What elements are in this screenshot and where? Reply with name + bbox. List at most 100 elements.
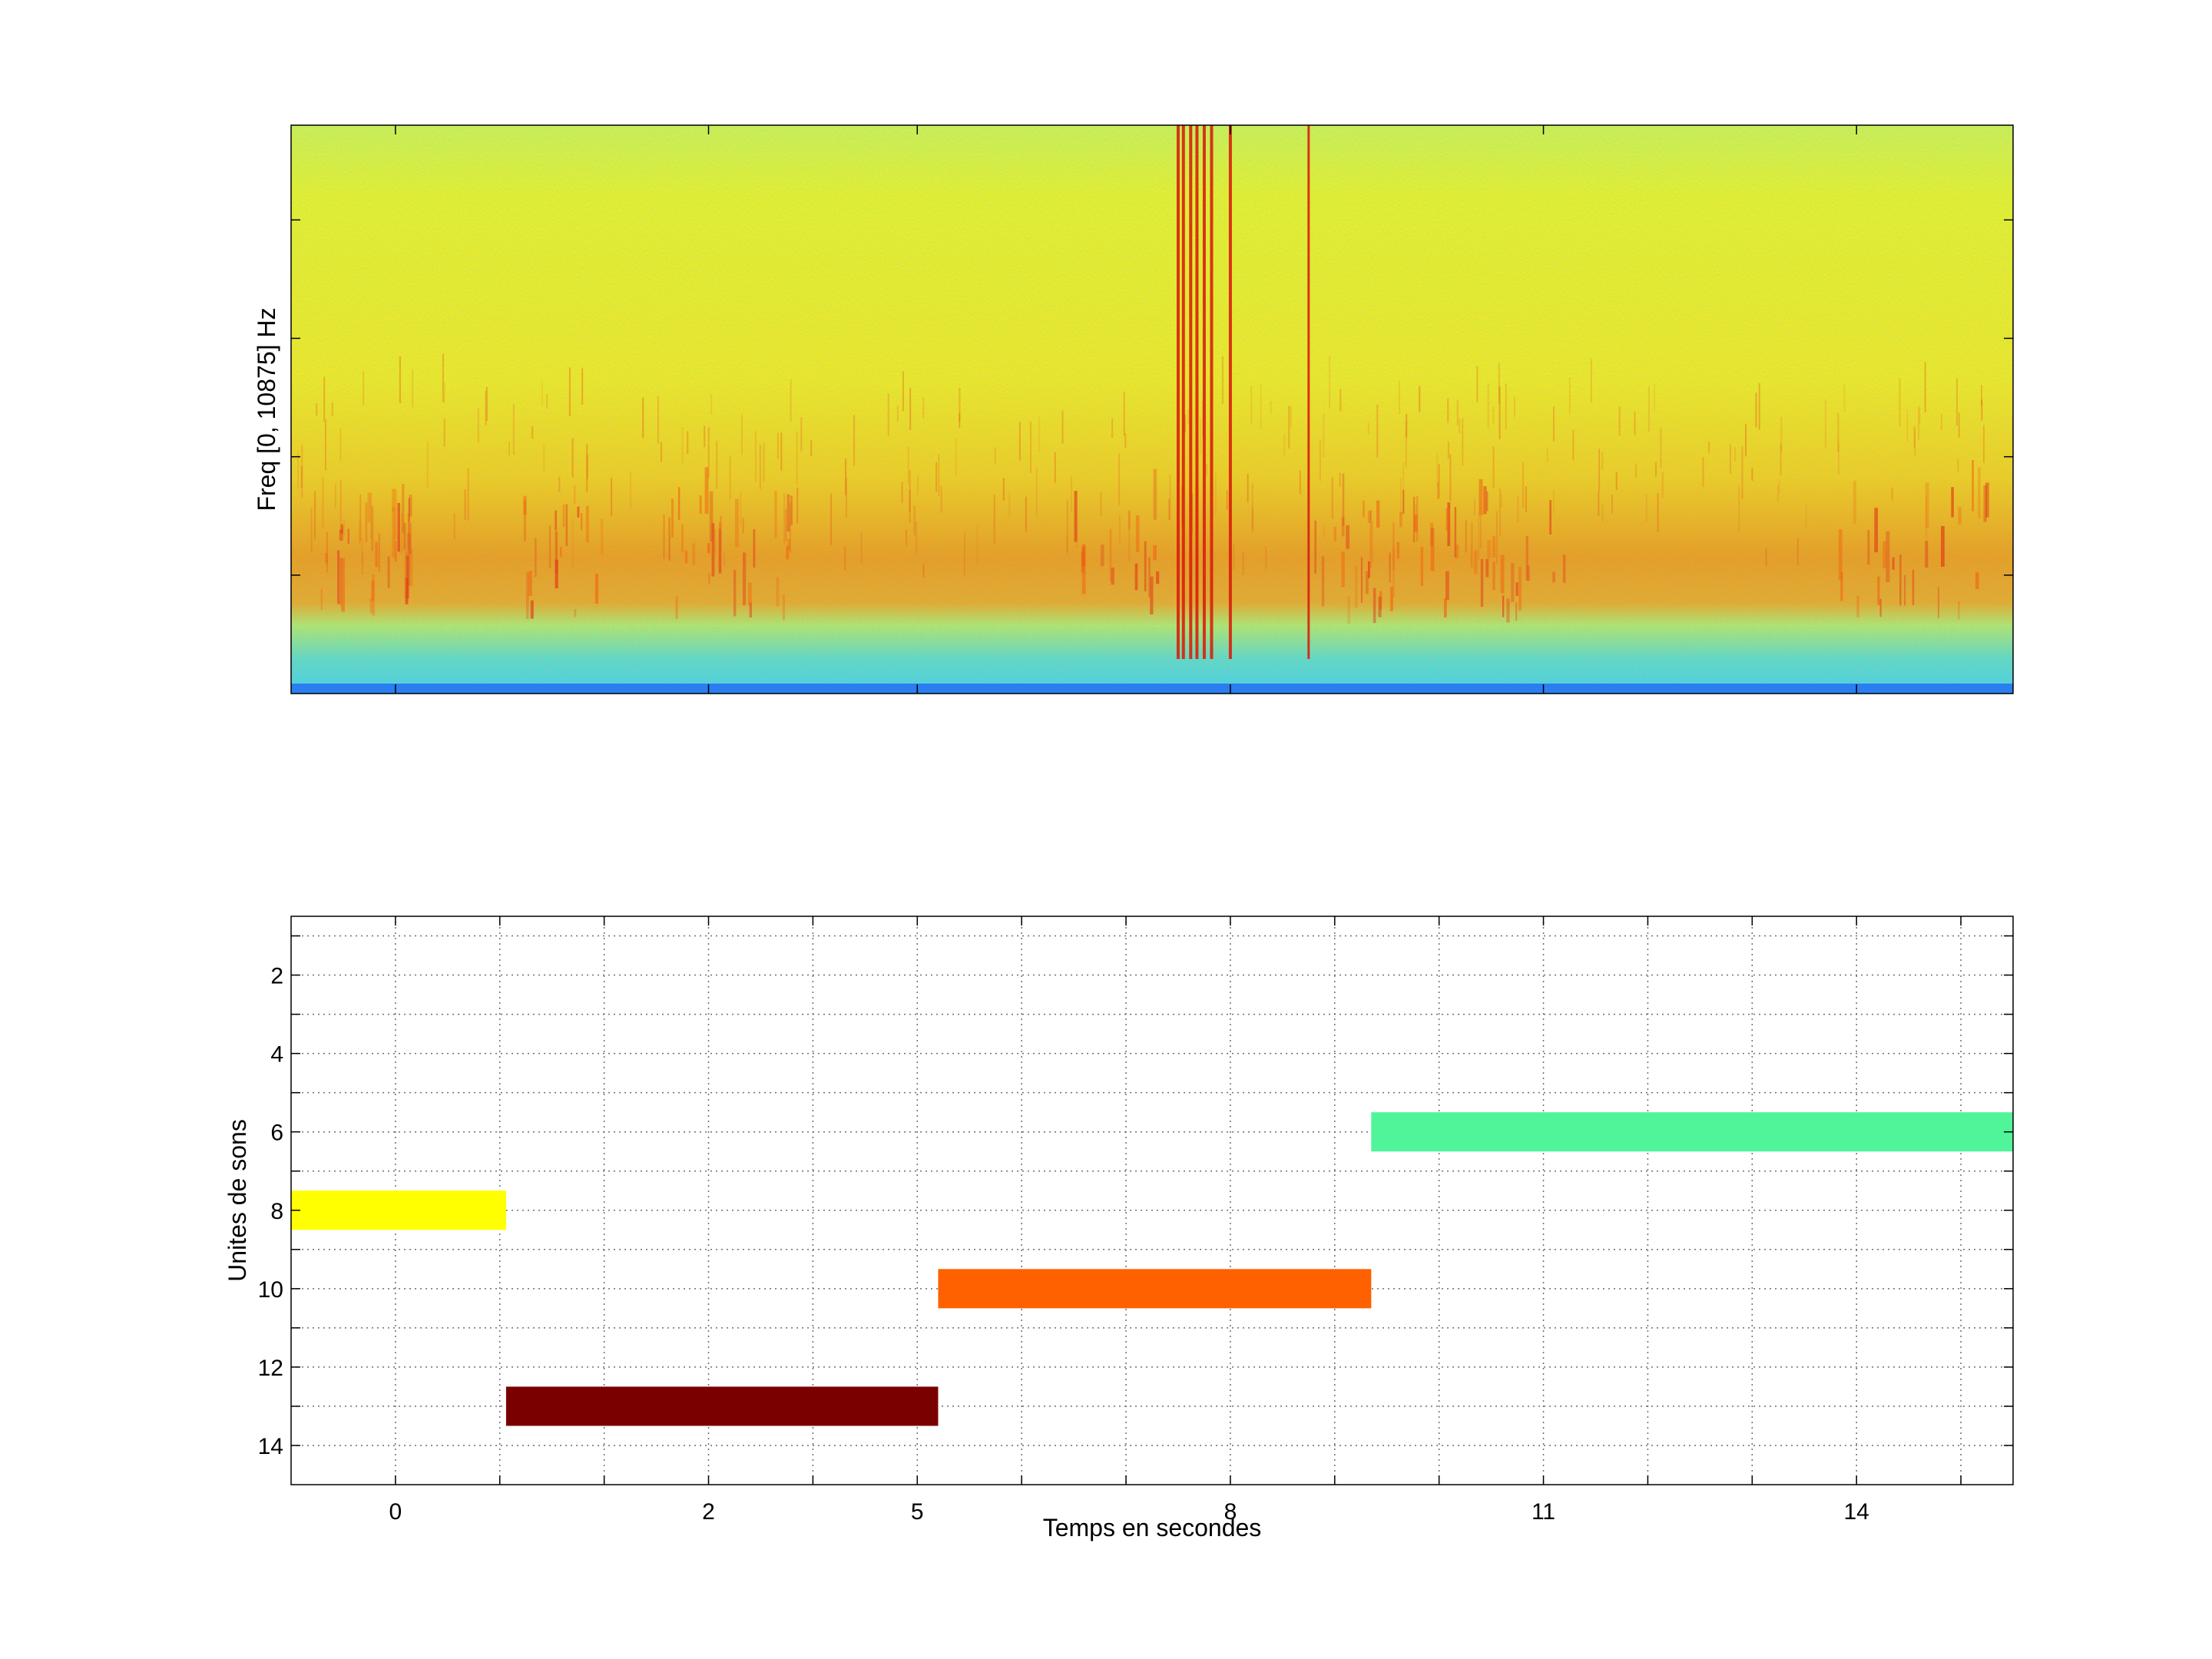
energy-streak [1118, 453, 1121, 505]
energy-streak [1035, 468, 1038, 518]
energy-streak [339, 428, 342, 462]
energy-streak [581, 513, 583, 531]
energy-streak [1926, 497, 1928, 541]
energy-streak [1169, 474, 1171, 521]
energy-streak [571, 438, 574, 478]
energy-streak [1552, 490, 1555, 514]
energy-streak [1925, 541, 1929, 568]
energy-streak [562, 504, 565, 528]
energy-streak [909, 470, 911, 523]
energy-streak [1123, 391, 1125, 436]
energy-streak [1288, 406, 1290, 449]
energy-streak [1066, 499, 1068, 553]
energy-streak [1487, 383, 1489, 428]
sound-units-bars [291, 1112, 2013, 1426]
energy-streak [1205, 464, 1207, 476]
energy-streak [1486, 491, 1488, 512]
energy-streak [1471, 522, 1473, 569]
energy-streak [1470, 542, 1472, 566]
energy-streak [530, 600, 534, 619]
x-axis-label: Temps en secondes [1043, 1514, 1262, 1541]
energy-streak [938, 455, 940, 497]
energy-streak [1913, 425, 1916, 449]
energy-streak [1796, 538, 1799, 566]
energy-streak [403, 522, 406, 551]
energy-streak [1780, 416, 1783, 452]
energy-streak [1708, 441, 1710, 453]
energy-streak [1500, 493, 1502, 508]
energy-streak [1492, 535, 1496, 558]
energy-streak [681, 427, 684, 465]
energy-streak [800, 417, 803, 452]
energy-streak [297, 450, 300, 489]
energy-streak [1758, 382, 1760, 430]
energy-streak [1473, 499, 1475, 516]
energy-streak [1347, 596, 1350, 624]
energy-streak [1485, 558, 1489, 578]
energy-streak [1476, 366, 1479, 402]
energy-streak [909, 388, 912, 431]
broadband-event [1181, 125, 1185, 659]
energy-streak [1838, 529, 1843, 581]
energy-streak [860, 531, 863, 563]
energy-streak [1419, 386, 1421, 412]
energy-streak [1329, 356, 1331, 409]
energy-streak [408, 522, 412, 555]
energy-streak [830, 493, 833, 545]
energy-streak [1074, 491, 1078, 542]
energy-streak [1980, 385, 1982, 406]
energy-streak [1002, 478, 1005, 501]
x-tick-label: 5 [911, 1499, 924, 1525]
energy-streak [314, 491, 316, 539]
energy-streak [1615, 472, 1618, 490]
energy-streak [845, 458, 847, 495]
energy-streak [1645, 494, 1647, 522]
energy-streak [906, 529, 908, 545]
energy-streak [401, 513, 403, 554]
energy-streak [1456, 400, 1459, 426]
energy-streak [663, 514, 665, 559]
spectrogram-broadband-events [1176, 125, 1310, 659]
energy-streak [782, 594, 786, 621]
energy-streak [1777, 485, 1779, 502]
energy-streak [601, 518, 604, 555]
broadband-event [1202, 125, 1206, 659]
energy-streak [675, 596, 678, 619]
energy-streak [1657, 492, 1659, 533]
energy-streak [1128, 510, 1131, 562]
energy-streak [512, 403, 515, 455]
energy-streak [1940, 526, 1945, 567]
energy-streak [1853, 480, 1856, 524]
energy-streak [976, 525, 979, 566]
energy-streak [1321, 556, 1325, 607]
energy-streak [426, 441, 429, 488]
energy-streak [1445, 571, 1449, 601]
energy-streak [1918, 406, 1920, 440]
energy-streak [367, 492, 371, 522]
energy-streak [1912, 569, 1915, 605]
energy-streak [1109, 528, 1112, 581]
energy-streak [1360, 557, 1363, 603]
energy-streak [1879, 598, 1882, 618]
energy-streak [901, 482, 903, 503]
energy-streak [1200, 418, 1202, 455]
energy-streak [994, 447, 996, 465]
energy-streak [810, 440, 813, 457]
spectrogram-frame [290, 124, 2014, 694]
energy-streak [699, 495, 702, 514]
energy-streak [1483, 486, 1487, 515]
energy-streak [485, 386, 488, 422]
y-axis-label: Unites de sons [224, 1119, 251, 1282]
broadband-event [1195, 125, 1199, 659]
energy-streak [776, 577, 780, 607]
energy-streak [1430, 528, 1435, 571]
energy-streak [375, 541, 379, 568]
energy-streak [1738, 485, 1740, 532]
energy-streak [1981, 399, 1983, 421]
energy-streak [710, 393, 713, 415]
energy-streak [586, 444, 588, 492]
energy-streak [1654, 383, 1656, 412]
energy-streak [896, 406, 899, 422]
energy-streak [959, 412, 961, 428]
energy-streak [1877, 576, 1880, 605]
